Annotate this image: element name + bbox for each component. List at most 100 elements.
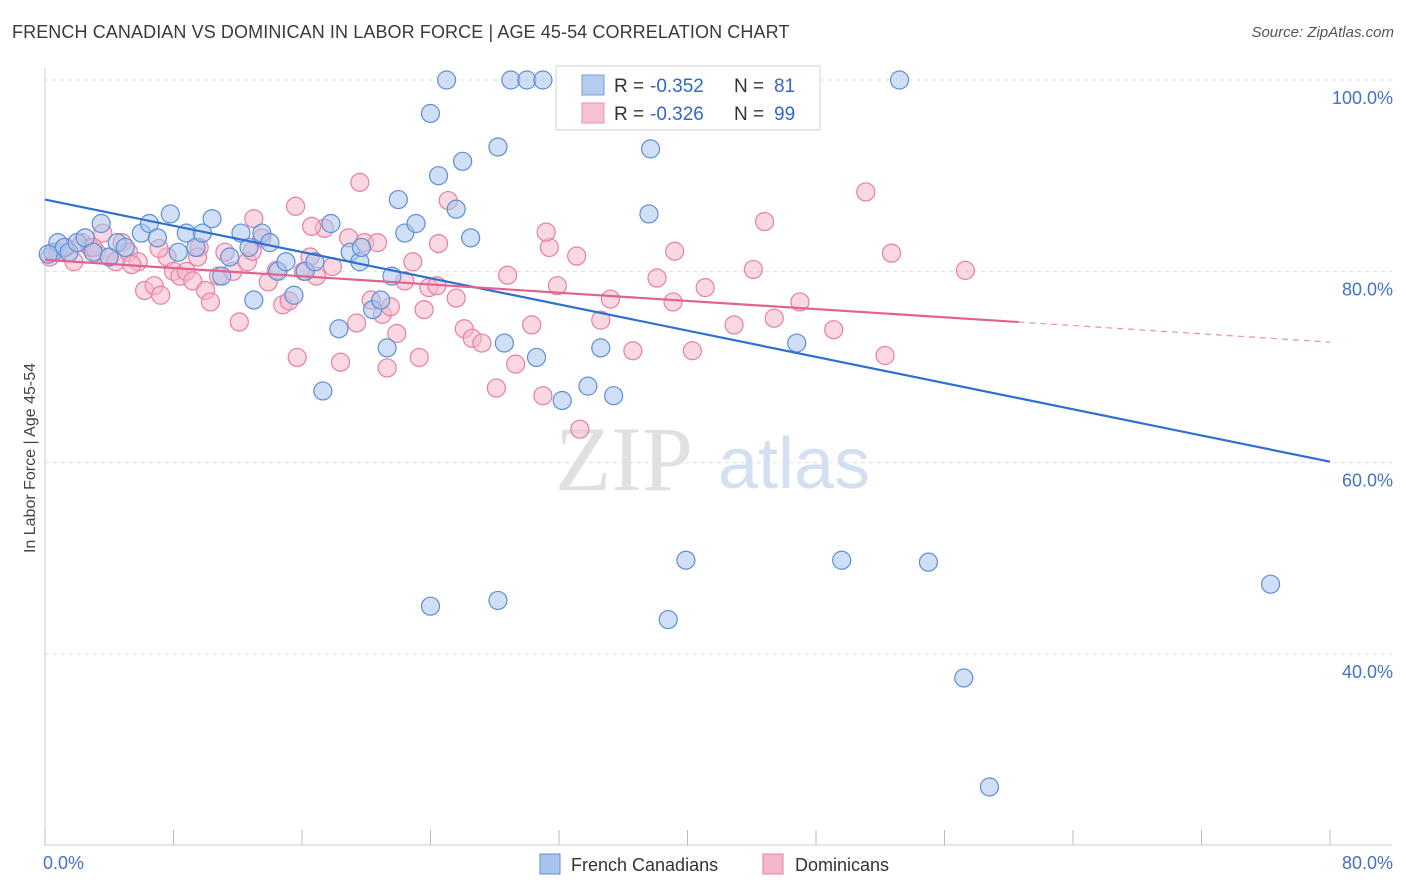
french-canadian-point-45 <box>420 103 441 124</box>
y-tick-label-3: 40.0% <box>1342 662 1393 682</box>
dominican-point-59 <box>472 333 492 353</box>
french-canadian-point-74 <box>676 550 696 570</box>
french-canadian-point-62 <box>604 386 624 406</box>
french-canadian-point-28 <box>276 252 296 272</box>
y-axis-label: In Labor Force | Age 45-54 <box>22 363 39 553</box>
french-canadian-point-65 <box>639 204 659 224</box>
watermark-atlas: atlas <box>718 424 870 504</box>
axes <box>44 68 1392 846</box>
french-canadian-point-61 <box>591 338 611 358</box>
dominican-point-78 <box>764 308 784 328</box>
french-canadian-point-8 <box>99 247 119 267</box>
dominican-point-54 <box>428 233 449 254</box>
trend-line-french-canadians <box>44 198 1331 463</box>
dominican-point-95 <box>665 241 685 261</box>
legend-n-label-1: N = <box>734 76 764 97</box>
french-canadian-point-33 <box>321 213 341 234</box>
french-canadian-point-72 <box>488 590 508 611</box>
dominican-point-83 <box>881 243 902 263</box>
y-tick-label-0: 100.0% <box>1332 88 1393 108</box>
dominican-point-56 <box>446 288 466 308</box>
french-canadian-point-80 <box>38 244 58 264</box>
series-dominicans-points <box>40 172 975 439</box>
dominican-point-72 <box>663 292 683 312</box>
dominican-point-69 <box>600 289 621 309</box>
french-canadian-point-54 <box>517 70 537 90</box>
french-canadian-point-50 <box>461 228 481 248</box>
french-canadian-point-32 <box>313 381 333 401</box>
dominican-point-87 <box>302 216 322 236</box>
dominican-point-74 <box>695 277 715 298</box>
french-canadian-point-60 <box>578 376 598 396</box>
french-canadian-point-77 <box>1260 574 1281 594</box>
french-canadian-point-55 <box>526 347 547 368</box>
french-canadian-point-66 <box>640 139 661 159</box>
french-canadian-point-29 <box>284 285 304 305</box>
dominican-point-35 <box>287 347 307 368</box>
french-canadian-point-46 <box>428 166 449 186</box>
dominican-point-63 <box>522 315 542 335</box>
french-canadian-point-37 <box>351 237 372 258</box>
french-canadian-point-49 <box>453 151 473 171</box>
french-canadian-point-57 <box>552 390 572 411</box>
dominican-point-75 <box>724 315 744 335</box>
correlation-legend: R = -0.352 N = 81 R = -0.326 N = 99 <box>555 65 821 131</box>
dominican-point-29 <box>244 209 264 229</box>
french-canadian-point-26 <box>260 233 280 253</box>
dominican-point-77 <box>754 211 775 232</box>
dominican-point-79 <box>790 292 810 312</box>
french-canadian-point-73 <box>658 609 678 630</box>
dominican-point-68 <box>591 310 611 330</box>
legend-swatch-pink <box>581 102 605 124</box>
french-canadian-point-69 <box>787 333 807 353</box>
legend-r-label-1: R = <box>614 76 644 97</box>
dominican-point-23 <box>200 292 221 312</box>
french-canadian-point-10 <box>115 237 135 258</box>
dominican-point-66 <box>547 276 567 296</box>
dominican-point-49 <box>387 323 407 344</box>
dominican-point-52 <box>409 347 429 368</box>
french-canadian-point-75 <box>832 550 852 570</box>
legend-swatch-blue <box>581 74 605 96</box>
french-canadian-point-70 <box>889 70 910 90</box>
dominican-point-51 <box>403 252 423 272</box>
dominican-point-73 <box>682 341 702 361</box>
bottom-legend-swatch-blue <box>539 853 561 875</box>
dominican-point-61 <box>498 265 518 285</box>
dominican-point-85 <box>350 172 370 192</box>
french-canadian-point-34 <box>329 319 349 339</box>
french-canadian-point-53 <box>501 70 521 90</box>
dominican-point-60 <box>486 378 506 398</box>
french-canadian-point-40 <box>377 338 397 358</box>
legend-r-value-2: -0.326 <box>650 104 704 125</box>
legend-n-value-2: 99 <box>774 104 795 125</box>
french-canadian-point-19 <box>202 209 222 229</box>
legend-n-value-1: 81 <box>774 76 795 97</box>
dominican-point-82 <box>875 345 895 366</box>
bottom-legend-dominicans: Dominicans <box>795 855 889 875</box>
dominican-point-76 <box>743 259 763 280</box>
dominican-point-46 <box>367 233 388 253</box>
chart-title: FRENCH CANADIAN VS DOMINICAN IN LABOR FO… <box>12 22 790 42</box>
french-canadian-point-14 <box>160 204 180 224</box>
dominican-point-84 <box>955 260 975 280</box>
chart-source: Source: ZipAtlas.com <box>1251 24 1394 41</box>
bottom-legend: French Canadians Dominicans <box>539 853 889 875</box>
french-canadian-point-71 <box>420 596 441 616</box>
dominican-point-94 <box>536 222 556 242</box>
french-canadian-point-7 <box>91 213 111 234</box>
legend-r-label-2: R = <box>614 104 644 125</box>
french-canadian-point-13 <box>147 228 168 248</box>
dominican-point-64 <box>533 386 553 406</box>
x-tick-label-0: 0.0% <box>43 853 84 873</box>
dominican-point-96 <box>377 358 397 378</box>
french-canadian-point-5 <box>75 228 95 248</box>
french-canadian-point-76 <box>918 552 939 572</box>
dominican-point-97 <box>414 300 434 320</box>
french-canadian-point-21 <box>220 247 240 267</box>
dominican-point-71 <box>647 268 667 288</box>
french-canadian-point-47 <box>436 70 457 90</box>
dominican-point-98 <box>570 419 590 439</box>
dominican-point-41 <box>330 352 351 372</box>
